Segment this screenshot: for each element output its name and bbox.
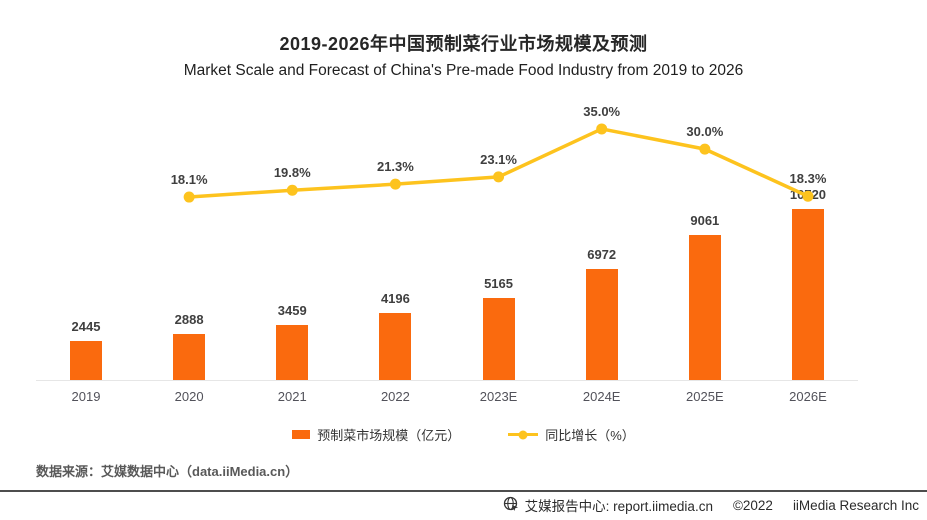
growth-label-2022: 21.3% xyxy=(376,159,414,175)
bar-value-label-2022: 4196 xyxy=(380,291,410,306)
footer-copyright: ©2022 xyxy=(732,497,773,513)
x-axis-tick-2024E: 2024E xyxy=(582,389,621,404)
bar-value-label-2019: 2445 xyxy=(71,319,101,334)
legend-label-market-scale: 预制菜市场规模（亿元） xyxy=(317,428,461,443)
bar-2026E xyxy=(791,209,824,380)
bar-2022 xyxy=(379,313,412,380)
bar-2024E xyxy=(585,269,618,380)
x-axis-tick-2022: 2022 xyxy=(380,389,410,404)
line-series-swatch xyxy=(508,430,539,439)
x-axis-line xyxy=(36,380,858,381)
growth-label-2023E: 23.1% xyxy=(480,151,517,167)
growth-label-2021: 19.8% xyxy=(273,165,311,181)
legend: 预制菜市场规模（亿元） 同比增长（%） xyxy=(0,425,927,444)
globe-with-cursor-icon xyxy=(503,496,519,515)
x-axis-tick-2023E: 2023E xyxy=(479,389,518,404)
growth-label-2020: 18.1% xyxy=(170,172,208,188)
bar-2021 xyxy=(276,325,309,380)
bar-value-label-2020: 2888 xyxy=(174,312,204,327)
bar-2023E xyxy=(482,298,515,380)
data-source-note: 数据来源：艾媒数据中心（data.iiMedia.cn） xyxy=(36,464,299,479)
bar-value-label-2025E: 9061 xyxy=(690,213,720,228)
x-axis-tick-2020: 2020 xyxy=(174,389,204,404)
footer-divider xyxy=(0,490,927,492)
chart-subtitle: Market Scale and Forecast of China's Pre… xyxy=(183,62,744,79)
footer-company: iiMedia Research Inc xyxy=(792,497,919,513)
chart-title: 2019-2026年中国预制菜行业市场规模及预测 xyxy=(279,34,648,54)
legend-item-market-scale: 预制菜市场规模（亿元） xyxy=(292,425,460,444)
bar-value-label-2023E: 5165 xyxy=(484,276,513,291)
growth-label-2025E: 30.0% xyxy=(686,124,724,140)
growth-line-point xyxy=(596,123,608,135)
legend-label-yoy-growth: 同比增长（%） xyxy=(545,428,635,443)
bar-value-label-2021: 3459 xyxy=(277,303,307,318)
bar-2020 xyxy=(173,334,206,380)
bar-2019 xyxy=(70,341,102,380)
growth-line-point xyxy=(389,178,401,190)
bar-2025E xyxy=(688,235,721,380)
line-series-dot xyxy=(518,430,528,439)
x-axis-tick-2025E: 2025E xyxy=(686,389,724,404)
x-axis-tick-2019: 2019 xyxy=(71,389,101,404)
growth-line-point xyxy=(286,184,298,196)
growth-line-point xyxy=(699,143,711,155)
growth-label-2026E: 18.3% xyxy=(789,171,827,187)
growth-line-point xyxy=(493,171,505,183)
footer-brand: 艾媒报告中心: report.iimedia.cn xyxy=(524,499,713,514)
bar-series-swatch xyxy=(292,430,311,439)
bar-value-label-2026E: 10720 xyxy=(789,187,827,202)
growth-line-point xyxy=(183,191,195,203)
footer: 艾媒报告中心: report.iimedia.cn ©2022 iiMedia … xyxy=(503,495,919,515)
x-axis-tick-2021: 2021 xyxy=(277,389,307,404)
bar-value-label-2024E: 6972 xyxy=(587,247,617,262)
growth-label-2024E: 35.0% xyxy=(583,103,621,119)
x-axis-tick-2026E: 2026E xyxy=(789,389,827,404)
legend-item-yoy-growth: 同比增长（%） xyxy=(508,425,635,444)
